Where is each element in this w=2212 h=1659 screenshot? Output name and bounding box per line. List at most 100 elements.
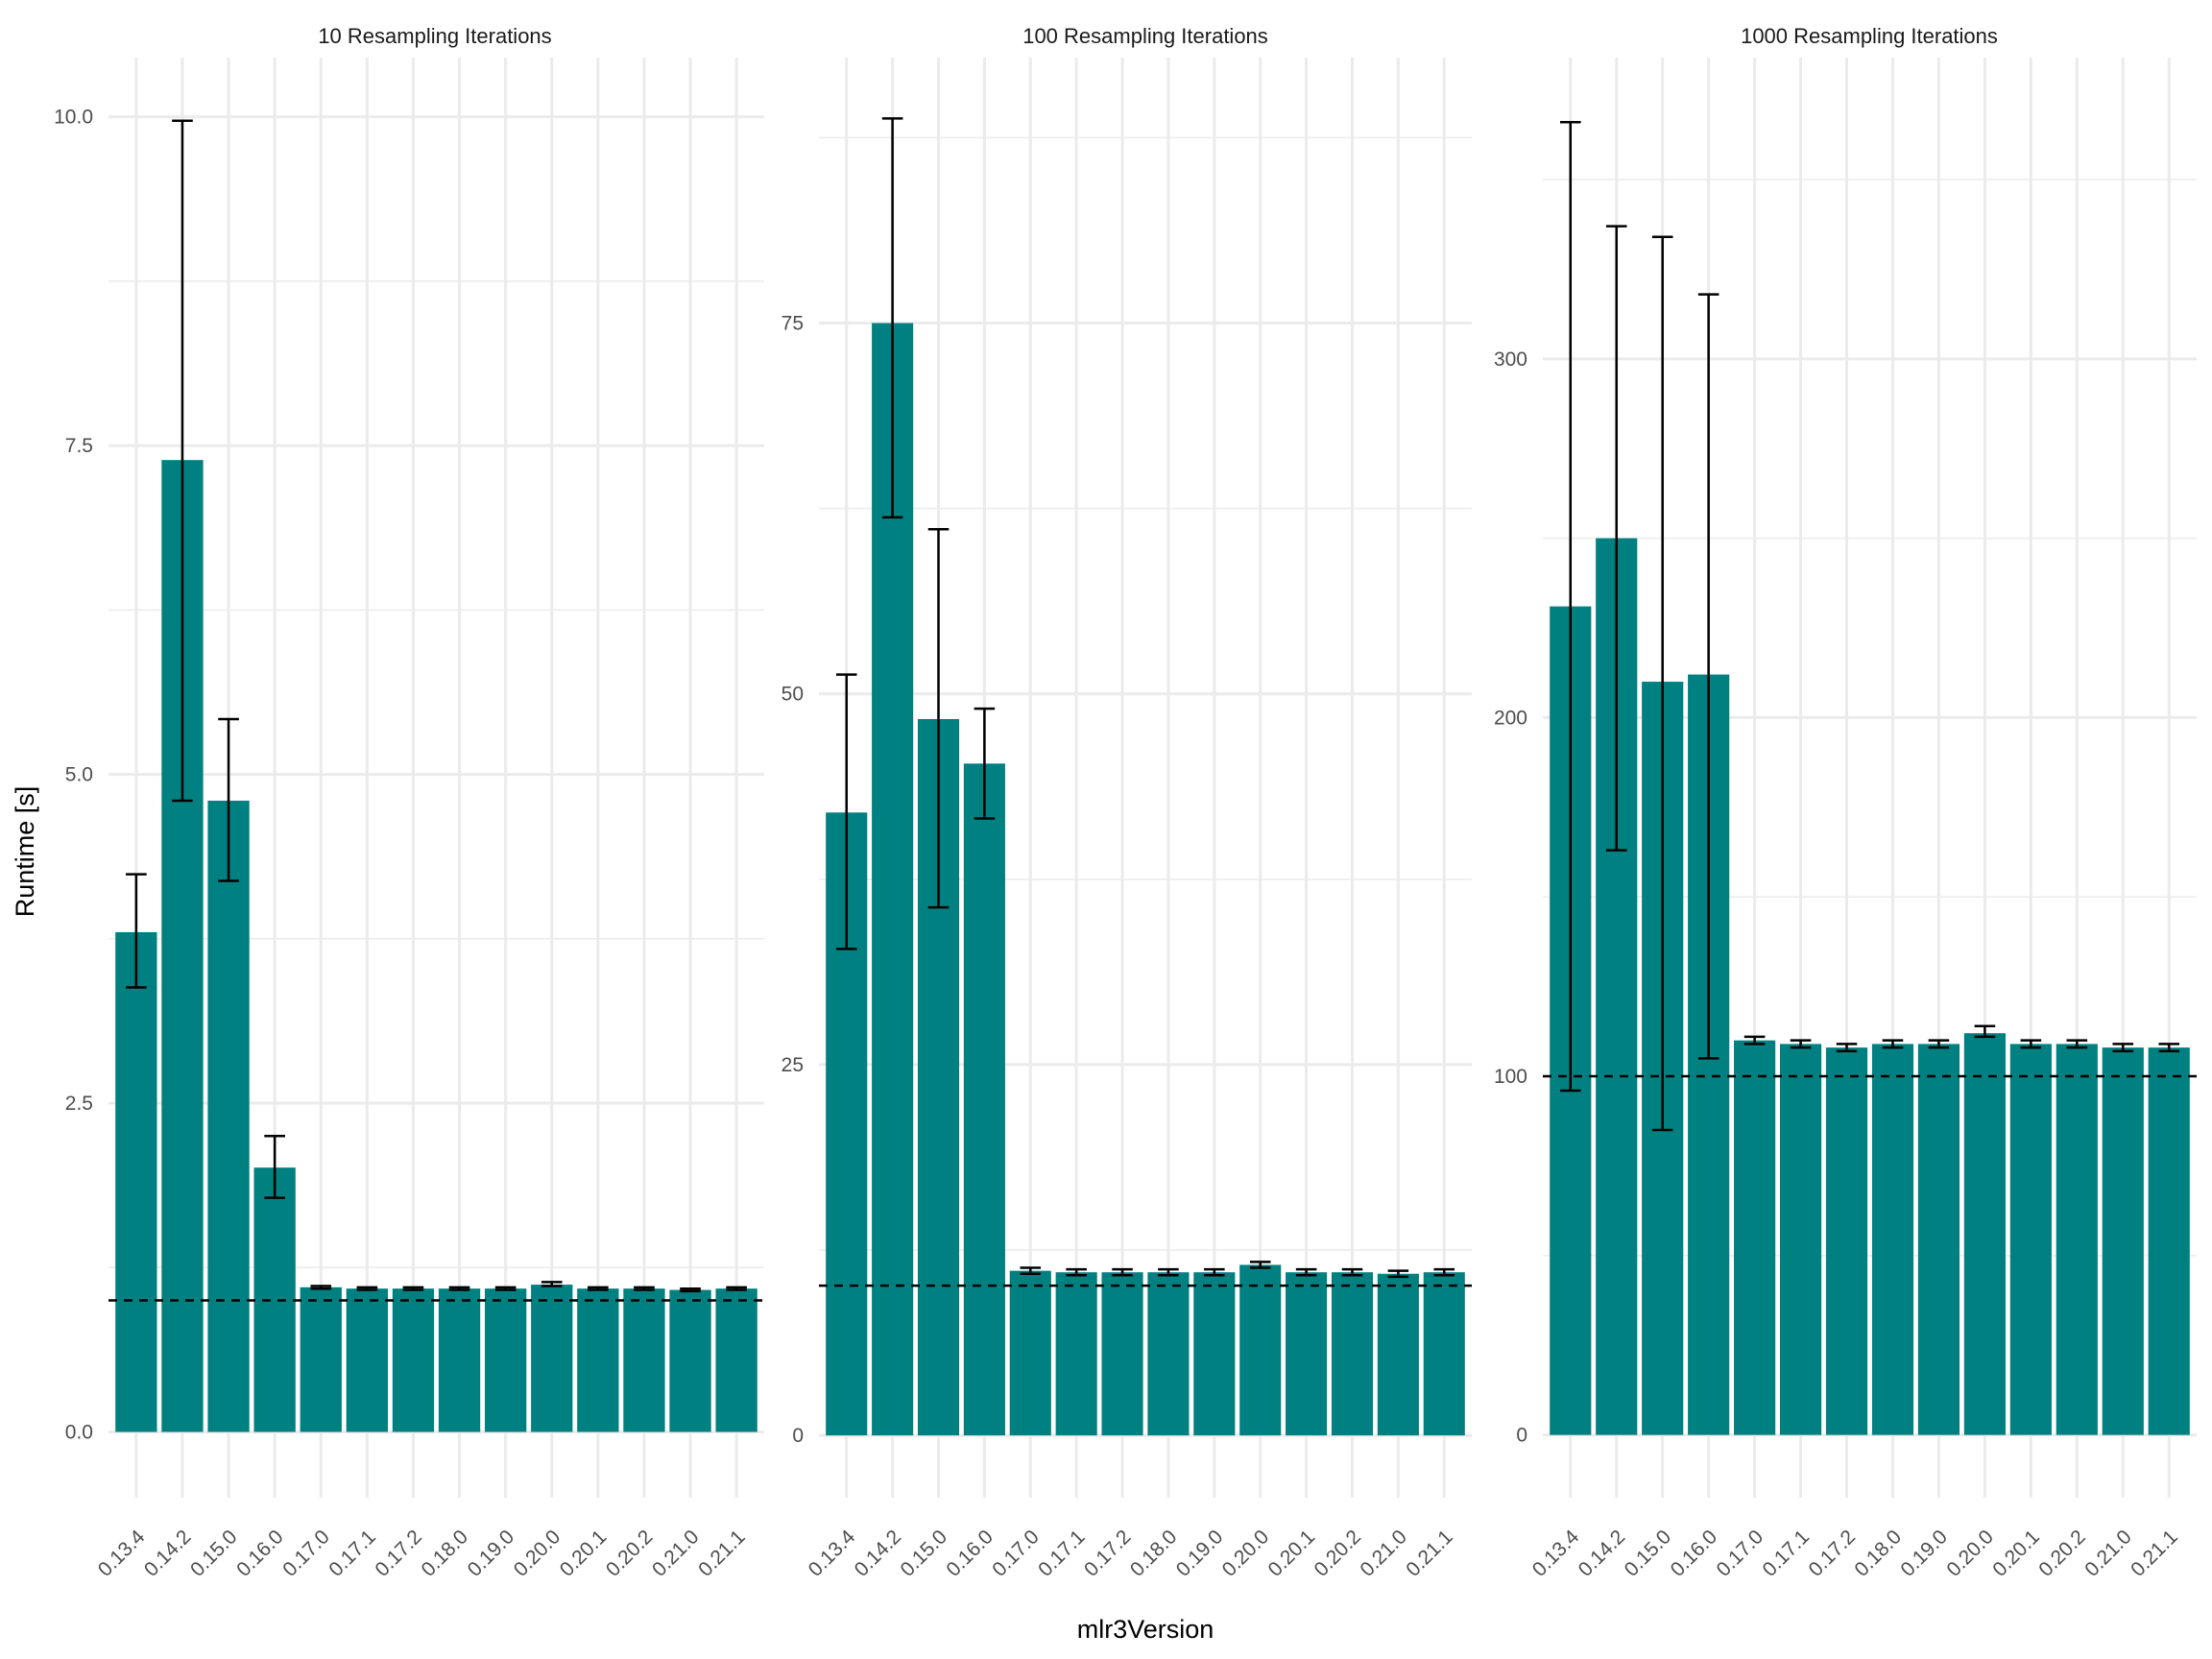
bar (438, 1288, 481, 1432)
errorbar (1020, 1266, 1042, 1275)
panel-title: 1000 Resampling Iterations (1741, 24, 1998, 48)
panel-10-errorbars (126, 119, 747, 1293)
bar (1009, 1270, 1051, 1436)
bar (1917, 1044, 1960, 1435)
bar (1193, 1272, 1236, 1436)
panel-100-y-tick-labels: 0 25 50 75 (781, 313, 804, 1448)
errorbar (927, 527, 950, 909)
errorbar (1158, 1267, 1179, 1277)
panel-1000-y-tick-labels: 0 100 200 300 (1494, 349, 1527, 1447)
bar (1779, 1044, 1822, 1435)
errorbar (1836, 1043, 1858, 1053)
bar (1147, 1272, 1190, 1436)
errorbar (835, 673, 857, 950)
bar (963, 763, 1005, 1436)
errorbar (588, 1286, 609, 1291)
y-axis-title: Runtime [s] (11, 786, 39, 918)
bar (623, 1288, 665, 1432)
bar (207, 800, 250, 1432)
errorbar (1651, 235, 1673, 1132)
y-tick-label: 2.5 (65, 1093, 93, 1115)
bar (1377, 1273, 1419, 1436)
errorbar (494, 1286, 517, 1291)
y-tick-label: 7.5 (65, 435, 93, 457)
y-tick-label: 200 (1494, 707, 1527, 729)
errorbar (1790, 1039, 1812, 1049)
y-tick-label: 50 (781, 684, 804, 706)
bar (1871, 1044, 1914, 1435)
errorbar (1112, 1267, 1133, 1277)
bar (1331, 1272, 1374, 1436)
bar (1286, 1272, 1328, 1436)
panel-100-errorbars (835, 117, 1455, 1279)
errorbar (974, 707, 996, 820)
bar (669, 1289, 711, 1432)
bar (1055, 1272, 1097, 1436)
errorbar (356, 1286, 378, 1291)
errorbar (881, 117, 903, 519)
bar (715, 1288, 757, 1432)
bar (2102, 1047, 2144, 1435)
bar (1963, 1033, 2006, 1435)
errorbar (2158, 1043, 2180, 1053)
panel-title: 100 Resampling Iterations (1022, 24, 1268, 48)
errorbar (1341, 1267, 1363, 1277)
bar (1101, 1272, 1143, 1436)
errorbar (1066, 1267, 1087, 1277)
errorbar (1295, 1267, 1317, 1277)
bar (531, 1285, 573, 1432)
x-axis-title: mlr3Version (1077, 1615, 1214, 1644)
bar (2148, 1047, 2190, 1435)
errorbar (2112, 1043, 2134, 1053)
errorbar (2020, 1039, 2042, 1049)
panel-1000-errorbars (1559, 120, 2180, 1132)
errorbar (1928, 1039, 1950, 1049)
errorbar (172, 119, 193, 803)
errorbar (1605, 225, 1627, 852)
errorbar (1743, 1035, 1766, 1046)
panel-100-bars (826, 323, 1465, 1436)
bar (2056, 1044, 2098, 1435)
y-tick-label: 10.0 (54, 107, 93, 129)
y-tick-label: 25 (781, 1054, 804, 1076)
errorbar (218, 717, 239, 882)
bar (1239, 1264, 1282, 1436)
errorbar (264, 1135, 285, 1199)
bar (300, 1286, 342, 1432)
y-tick-label: 0.0 (65, 1422, 93, 1444)
bar (253, 1167, 296, 1432)
bar (392, 1288, 435, 1432)
y-tick-label: 300 (1494, 349, 1527, 371)
errorbar (402, 1286, 424, 1291)
panel-1000-bars (1550, 538, 2190, 1435)
errorbar (1387, 1269, 1409, 1279)
errorbar (1433, 1267, 1455, 1277)
bar (485, 1288, 527, 1432)
errorbar (1559, 120, 1581, 1093)
y-tick-label: 100 (1494, 1066, 1527, 1088)
errorbar (1697, 293, 1719, 1060)
bar (577, 1288, 619, 1432)
errorbar (1204, 1267, 1225, 1277)
errorbar (1882, 1039, 1904, 1049)
errorbar (1974, 1024, 1996, 1039)
errorbar (726, 1286, 747, 1291)
errorbar (126, 873, 147, 989)
y-tick-label: 75 (781, 313, 804, 335)
bar (115, 931, 157, 1432)
errorbar (448, 1286, 470, 1291)
panel-10-y-tick-labels: 0.0 2.5 5.0 7.5 10.0 (54, 107, 93, 1444)
errorbar (634, 1286, 655, 1291)
bar (1825, 1047, 1868, 1435)
errorbar (310, 1285, 332, 1290)
bar (2009, 1044, 2052, 1435)
errorbar (680, 1286, 701, 1293)
bar (1734, 1040, 1776, 1435)
errorbar (541, 1281, 563, 1287)
errorbar (1249, 1261, 1271, 1269)
y-tick-label: 0 (1516, 1425, 1527, 1447)
y-tick-label: 5.0 (65, 764, 93, 786)
bar (346, 1288, 388, 1432)
